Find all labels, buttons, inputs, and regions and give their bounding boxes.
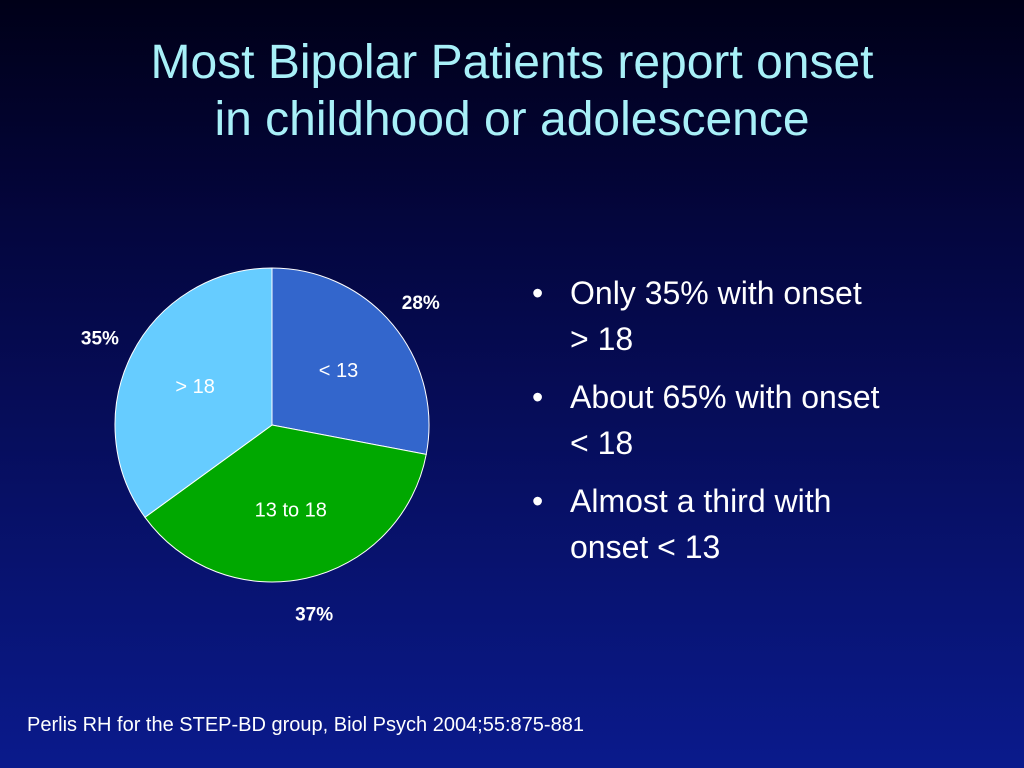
bullet-item-1: • Only 35% with onset > 18 bbox=[532, 270, 972, 362]
bullet-3-line-1: Almost a third with bbox=[570, 483, 832, 519]
pie-slice-3 bbox=[114, 267, 273, 518]
bullet-item-2: • About 65% with onset < 18 bbox=[532, 374, 972, 466]
bullet-3-line-2: onset < 13 bbox=[570, 529, 721, 565]
bullet-marker: • bbox=[532, 379, 544, 415]
pie-slice-2-value-label: 37% bbox=[295, 605, 333, 626]
bullet-1-line-1: Only 35% with onset bbox=[570, 275, 862, 311]
slide-title: Most Bipolar Patients report onset in ch… bbox=[0, 34, 1024, 148]
slide-title-line-1: Most Bipolar Patients report onset bbox=[150, 36, 874, 89]
pie-slice-3-value-label: 35% bbox=[81, 328, 119, 349]
pie-slice-3-category-label: > 18 bbox=[175, 376, 214, 398]
citation: Perlis RH for the STEP-BD group, Biol Ps… bbox=[27, 714, 584, 736]
bullet-2-line-1: About 65% with onset bbox=[570, 379, 880, 415]
bullet-list: • Only 35% with onset > 18 • About 65% w… bbox=[532, 270, 972, 582]
pie-slice-2-category-label: 13 to 18 bbox=[255, 499, 327, 521]
bullet-1-line-2: > 18 bbox=[570, 321, 634, 357]
pie-slice-1-category-label: < 13 bbox=[319, 360, 358, 382]
bullet-2-line-2: < 18 bbox=[570, 425, 634, 461]
pie-slice-1-value-label: 28% bbox=[402, 293, 440, 314]
pie-slice-1 bbox=[271, 267, 430, 456]
onset-age-pie-chart: < 13 28% 13 to 18 37% > 18 35% bbox=[81, 267, 440, 626]
bullet-marker: • bbox=[532, 275, 544, 311]
bullet-item-3: • Almost a third with onset < 13 bbox=[532, 478, 972, 570]
pie-slice-2 bbox=[144, 424, 427, 583]
bullet-marker: • bbox=[532, 483, 544, 519]
slide-title-line-2: in childhood or adolescence bbox=[214, 93, 810, 146]
